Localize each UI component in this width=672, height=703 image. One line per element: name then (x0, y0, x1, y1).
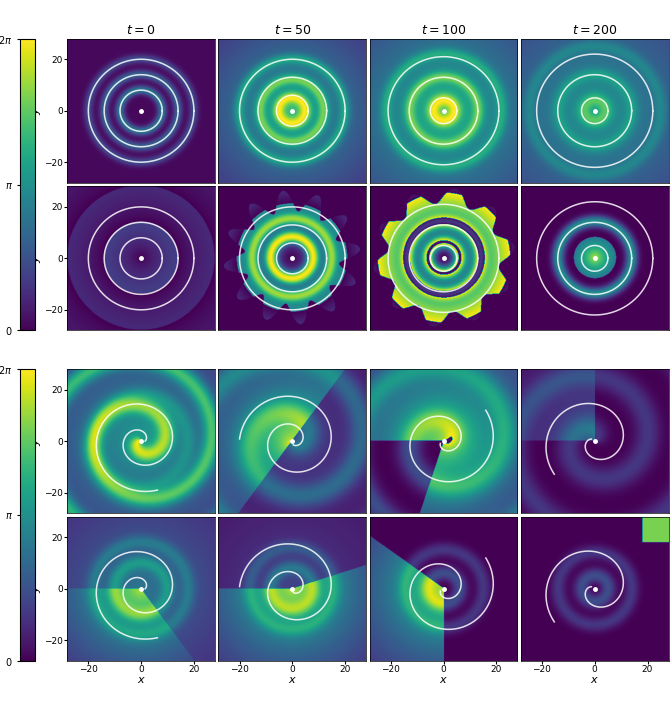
X-axis label: $x$: $x$ (288, 676, 297, 685)
Y-axis label: $y$: $y$ (31, 254, 43, 263)
X-axis label: $x$: $x$ (590, 676, 599, 685)
X-axis label: $x$: $x$ (439, 676, 448, 685)
Title: $t = 100$: $t = 100$ (421, 25, 466, 37)
Y-axis label: $y$: $y$ (31, 437, 43, 446)
Y-axis label: $y$: $y$ (31, 584, 43, 593)
Title: $t = 50$: $t = 50$ (274, 25, 311, 37)
X-axis label: $x$: $x$ (136, 676, 146, 685)
Title: $t = 0$: $t = 0$ (126, 25, 156, 37)
Y-axis label: $y$: $y$ (31, 106, 43, 115)
Title: $t = 200$: $t = 200$ (572, 25, 618, 37)
